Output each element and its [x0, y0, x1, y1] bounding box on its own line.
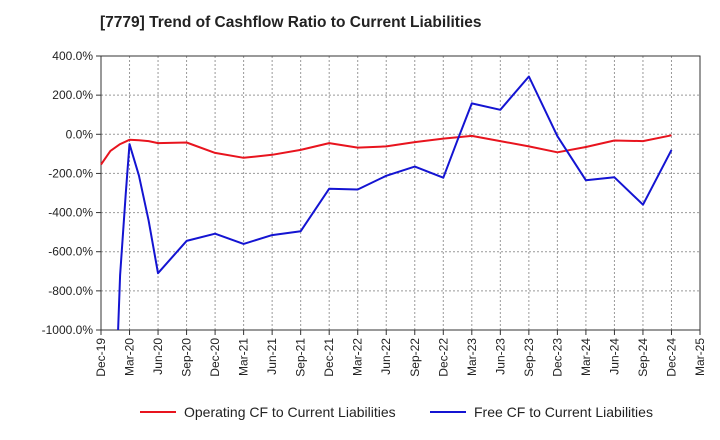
- x-tick-label: Sep-20: [180, 338, 194, 377]
- legend-item-free-cf: Free CF to Current Liabilities: [430, 404, 653, 420]
- y-tick-label: -400.0%: [48, 206, 93, 220]
- x-tick-label: Dec-19: [94, 338, 108, 377]
- x-tick-label: Jun-21: [265, 338, 279, 375]
- y-tick-label: -1000.0%: [42, 323, 94, 337]
- y-tick-label: 0.0%: [66, 127, 94, 141]
- x-tick-label: Dec-23: [550, 338, 564, 377]
- x-tick-label: Dec-21: [322, 338, 336, 377]
- x-tick-label: Mar-23: [465, 338, 479, 376]
- legend-item-operating-cf: Operating CF to Current Liabilities: [140, 404, 396, 420]
- chart-legend: Operating CF to Current Liabilities Free…: [0, 404, 720, 426]
- x-tick-label: Dec-24: [664, 338, 678, 377]
- x-tick-label: Sep-23: [522, 338, 536, 377]
- plot-frame: [100, 55, 701, 331]
- legend-label-operating-cf: Operating CF to Current Liabilities: [184, 404, 396, 420]
- chart-plot: 400.0% 200.0% 0.0% -200.0% -400.0% -600.0% -80…: [42, 49, 707, 377]
- x-tick-label: Sep-22: [408, 338, 422, 377]
- x-tick-label: Sep-24: [636, 338, 650, 377]
- series-line-free-cf: [117, 75, 673, 331]
- x-tick-label: Dec-22: [436, 338, 450, 377]
- x-tick-label: Jun-22: [379, 338, 393, 375]
- x-tick-label: Mar-22: [351, 338, 365, 376]
- y-tick-label: -200.0%: [48, 166, 93, 180]
- x-tick-label: Jun-23: [493, 338, 507, 375]
- y-tick-label: 200.0%: [52, 88, 93, 102]
- x-tick-label: Mar-25: [693, 338, 707, 376]
- x-tick-label: Mar-20: [123, 338, 137, 376]
- x-tick-label: Dec-20: [208, 338, 222, 377]
- chart-title: [7779] Trend of Cashflow Ratio to Curren…: [100, 14, 482, 31]
- y-tick-label: 400.0%: [52, 49, 93, 63]
- x-tick-label: Jun-24: [607, 338, 621, 375]
- x-tick-label: Mar-24: [579, 338, 593, 376]
- legend-label-free-cf: Free CF to Current Liabilities: [474, 404, 653, 420]
- plot-area: [101, 56, 700, 330]
- x-tick-label: Sep-21: [294, 338, 308, 377]
- y-tick-label: -600.0%: [48, 245, 93, 259]
- x-tick-label: Mar-21: [237, 338, 251, 376]
- series-line-operating-cf: [100, 134, 672, 166]
- legend-swatch-free-cf: [430, 411, 466, 413]
- legend-swatch-operating-cf: [140, 411, 176, 413]
- x-tick-label: Jun-20: [151, 338, 165, 375]
- y-tick-label: -800.0%: [48, 284, 93, 298]
